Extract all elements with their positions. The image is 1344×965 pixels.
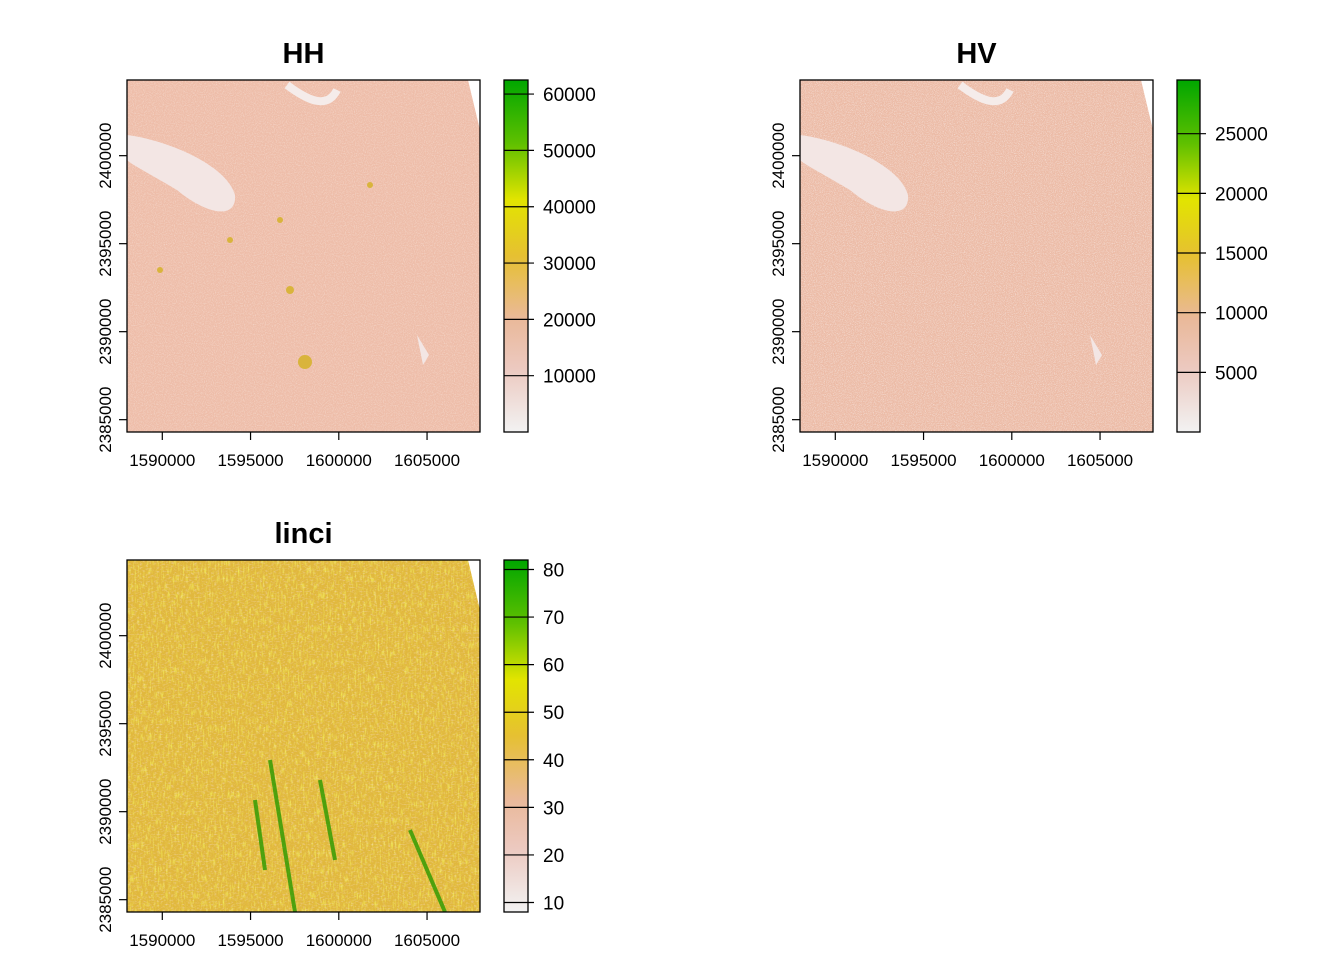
y-tick-label: 2400000 (96, 123, 115, 189)
y-tick-label: 2385000 (769, 387, 788, 453)
panel-hv: HV 1590000 1595000 1600000 1605000 2385000 239… (769, 38, 1268, 470)
colorbar-tick-label: 20000 (543, 310, 596, 331)
ridge-3 (253, 799, 267, 871)
colorbar-tick-label: 40 (543, 751, 564, 772)
x-tick-label: 1595000 (217, 451, 283, 470)
bright-spot-0 (298, 355, 312, 369)
x-tick-label: 1605000 (1067, 451, 1133, 470)
pond (417, 335, 429, 365)
y-tick-label: 2390000 (96, 299, 115, 365)
plot-frame (799, 79, 1154, 433)
y-tick-label: 2400000 (769, 123, 788, 189)
x-tick-label: 1605000 (394, 931, 460, 950)
ridge-2 (318, 779, 337, 861)
colorbar-tick-label: 80 (543, 561, 564, 582)
y-tick-label: 2390000 (769, 299, 788, 365)
pond (1090, 335, 1102, 365)
colorbar-tick-label: 60000 (543, 85, 596, 106)
plot-title: HV (956, 38, 997, 70)
colorbar (504, 560, 528, 912)
y-tick-label: 2385000 (96, 387, 115, 453)
panel-linci: linci 1590000 1595000 1600000 1605000 2385000… (96, 518, 564, 950)
x-tick-label: 1590000 (802, 451, 868, 470)
raster-texture (800, 80, 1153, 432)
x-tick-label: 1590000 (129, 451, 195, 470)
lake (127, 135, 236, 212)
y-tick-label: 2385000 (96, 867, 115, 933)
x-tick-label: 1600000 (979, 451, 1045, 470)
y-tick-label: 2390000 (96, 779, 115, 845)
y-tick-label: 2395000 (96, 211, 115, 277)
plot-frame (126, 79, 481, 433)
colorbar (1177, 80, 1200, 432)
colorbar-frame (1176, 79, 1201, 433)
water-feature (284, 81, 341, 106)
ridge-0 (268, 759, 297, 912)
raster-linci (127, 560, 480, 912)
y-tick-label: 2395000 (769, 211, 788, 277)
colorbar-frame (503, 559, 529, 913)
colorbar-tick-label: 10 (543, 893, 564, 914)
panel-hh: HH 1590000 1595000 1600000 1605000 2385000 239… (96, 38, 596, 470)
colorbar-tick-label: 30 (543, 798, 564, 819)
y-tick-label: 2400000 (96, 603, 115, 669)
bright-spot-5 (277, 217, 283, 223)
x-tick-label: 1605000 (394, 451, 460, 470)
colorbar-tick-label: 40000 (543, 198, 596, 219)
raster-hh (127, 80, 480, 432)
raster-texture (127, 80, 480, 432)
x-tick-label: 1600000 (306, 451, 372, 470)
colorbar-tick-label: 20000 (1215, 184, 1268, 205)
colorbar-tick-label: 10000 (1215, 304, 1268, 325)
x-tick-label: 1595000 (890, 451, 956, 470)
plot-title: linci (274, 518, 332, 550)
bright-spot-1 (367, 182, 373, 188)
x-tick-label: 1595000 (217, 931, 283, 950)
colorbar-tick-label: 25000 (1215, 125, 1268, 146)
colorbar-tick-label: 20 (543, 846, 564, 867)
raster-texture-2 (127, 560, 480, 912)
colorbar-frame (503, 79, 529, 433)
colorbar-tick-label: 5000 (1215, 363, 1257, 384)
colorbar (504, 80, 528, 432)
plot-frame (126, 559, 481, 913)
plot-title: HH (283, 38, 325, 70)
water-feature (957, 81, 1014, 106)
y-tick-label: 2395000 (96, 691, 115, 757)
raster-hv (800, 80, 1153, 432)
colorbar-tick-label: 60 (543, 656, 564, 677)
colorbar-tick-label: 10000 (543, 367, 596, 388)
bright-spot-2 (286, 286, 294, 294)
x-tick-label: 1590000 (129, 931, 195, 950)
colorbar-tick-label: 50 (543, 703, 564, 724)
colorbar-tick-label: 70 (543, 608, 564, 629)
colorbar-tick-label: 50000 (543, 141, 596, 162)
colorbar-tick-label: 30000 (543, 254, 596, 275)
x-tick-label: 1600000 (306, 931, 372, 950)
colorbar-tick-label: 15000 (1215, 244, 1268, 265)
ridge-1 (408, 829, 447, 912)
bright-spot-4 (157, 267, 163, 273)
bright-spot-3 (227, 237, 233, 243)
lake (800, 135, 909, 212)
